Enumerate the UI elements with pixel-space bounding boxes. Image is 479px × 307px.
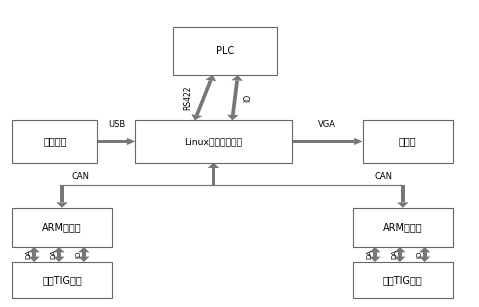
Polygon shape bbox=[292, 140, 354, 143]
Bar bbox=[12, 208, 112, 247]
Polygon shape bbox=[231, 75, 243, 81]
Bar bbox=[12, 262, 112, 298]
Bar bbox=[173, 27, 277, 75]
Text: DA: DA bbox=[51, 250, 57, 259]
Text: USB: USB bbox=[108, 120, 125, 129]
Polygon shape bbox=[53, 257, 65, 262]
Text: PLC: PLC bbox=[216, 46, 234, 56]
Polygon shape bbox=[195, 80, 213, 115]
Polygon shape bbox=[56, 202, 68, 208]
Polygon shape bbox=[423, 252, 427, 257]
Text: 输入设备: 输入设备 bbox=[43, 136, 67, 146]
Text: CAN: CAN bbox=[72, 172, 90, 181]
Polygon shape bbox=[28, 247, 40, 252]
Polygon shape bbox=[398, 252, 402, 257]
Polygon shape bbox=[78, 257, 90, 262]
Polygon shape bbox=[97, 140, 127, 143]
Polygon shape bbox=[205, 75, 216, 81]
Polygon shape bbox=[78, 247, 90, 252]
Polygon shape bbox=[191, 114, 202, 120]
Text: VGA: VGA bbox=[318, 120, 336, 129]
Text: 第一TIG焊机: 第一TIG焊机 bbox=[42, 275, 82, 285]
Polygon shape bbox=[397, 202, 409, 208]
Text: DA: DA bbox=[366, 250, 373, 259]
Polygon shape bbox=[57, 252, 61, 257]
Polygon shape bbox=[369, 247, 381, 252]
Polygon shape bbox=[401, 185, 405, 202]
Text: 显示器: 显示器 bbox=[399, 136, 416, 146]
Polygon shape bbox=[373, 252, 377, 257]
Polygon shape bbox=[82, 252, 86, 257]
Bar bbox=[353, 208, 453, 247]
Text: CAN: CAN bbox=[375, 172, 393, 181]
Polygon shape bbox=[419, 257, 431, 262]
Bar bbox=[353, 262, 453, 298]
Text: Linux嵌入式控制器: Linux嵌入式控制器 bbox=[184, 137, 242, 146]
Polygon shape bbox=[127, 138, 136, 145]
Text: RS422: RS422 bbox=[183, 85, 192, 110]
Polygon shape bbox=[208, 162, 219, 168]
Polygon shape bbox=[227, 115, 239, 120]
Polygon shape bbox=[32, 252, 36, 257]
Bar bbox=[136, 120, 292, 162]
Polygon shape bbox=[354, 138, 363, 145]
Bar bbox=[363, 120, 453, 162]
Polygon shape bbox=[53, 247, 65, 252]
Polygon shape bbox=[394, 257, 406, 262]
Text: ARM执行器: ARM执行器 bbox=[383, 222, 422, 232]
Polygon shape bbox=[231, 80, 239, 115]
Polygon shape bbox=[369, 257, 381, 262]
Text: DA: DA bbox=[26, 250, 32, 259]
Polygon shape bbox=[212, 168, 216, 185]
Text: DA: DA bbox=[391, 250, 398, 259]
Polygon shape bbox=[394, 247, 406, 252]
Bar bbox=[12, 120, 97, 162]
Text: ARM执行器: ARM执行器 bbox=[42, 222, 82, 232]
Text: IO: IO bbox=[76, 251, 81, 258]
Text: 第二TIG焊机: 第二TIG焊机 bbox=[383, 275, 422, 285]
Text: IO: IO bbox=[243, 94, 252, 102]
Polygon shape bbox=[419, 247, 431, 252]
Polygon shape bbox=[60, 185, 64, 202]
Polygon shape bbox=[28, 257, 40, 262]
Text: IO: IO bbox=[416, 251, 422, 258]
